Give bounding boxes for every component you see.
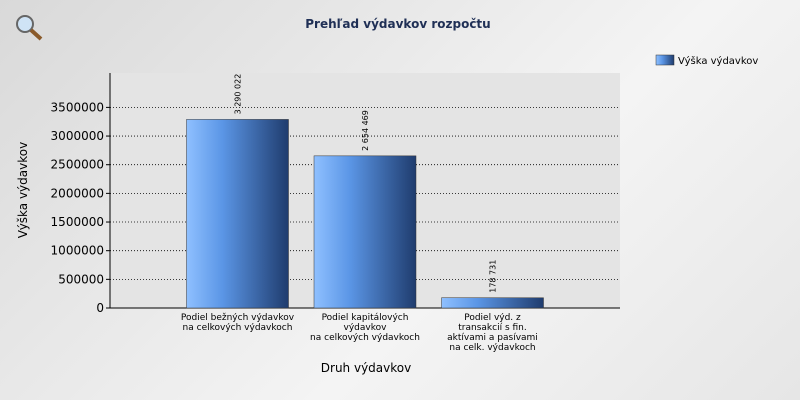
- x-tick-label: Podiel bežných výdavkov na celkových výd…: [180, 313, 295, 333]
- y-tick-label: 2000000: [51, 186, 104, 200]
- bar: [313, 155, 417, 309]
- bar: [186, 119, 289, 309]
- y-tick-label: 0: [96, 301, 104, 315]
- y-tick-label: 1500000: [51, 215, 104, 229]
- value-label: 3 290 022: [234, 74, 243, 115]
- zoom-icon[interactable]: [16, 15, 43, 41]
- legend-swatch: [655, 54, 675, 66]
- bar: [441, 297, 544, 309]
- value-label: 178 731: [489, 260, 498, 293]
- value-label: 2 654 469: [361, 110, 370, 151]
- y-axis-title: Výška výdavkov: [16, 142, 30, 238]
- x-axis-title: Druh výdavkov: [321, 361, 411, 375]
- legend-label: Výška výdavkov: [678, 55, 758, 67]
- y-tick-label: 2500000: [51, 158, 104, 172]
- y-tick-label: 500000: [58, 272, 104, 286]
- y-tick-label: 3500000: [51, 100, 104, 114]
- x-tick-label: Podiel kapitálových výdavkov na celkovýc…: [310, 313, 420, 343]
- x-tick-label: Podiel výd. z transakcií s fin. aktívami…: [447, 313, 538, 353]
- y-tick-label: 1000000: [51, 244, 104, 258]
- y-tick-label: 3000000: [51, 129, 104, 143]
- chart-title: Prehľad výdavkov rozpočtu: [305, 17, 490, 31]
